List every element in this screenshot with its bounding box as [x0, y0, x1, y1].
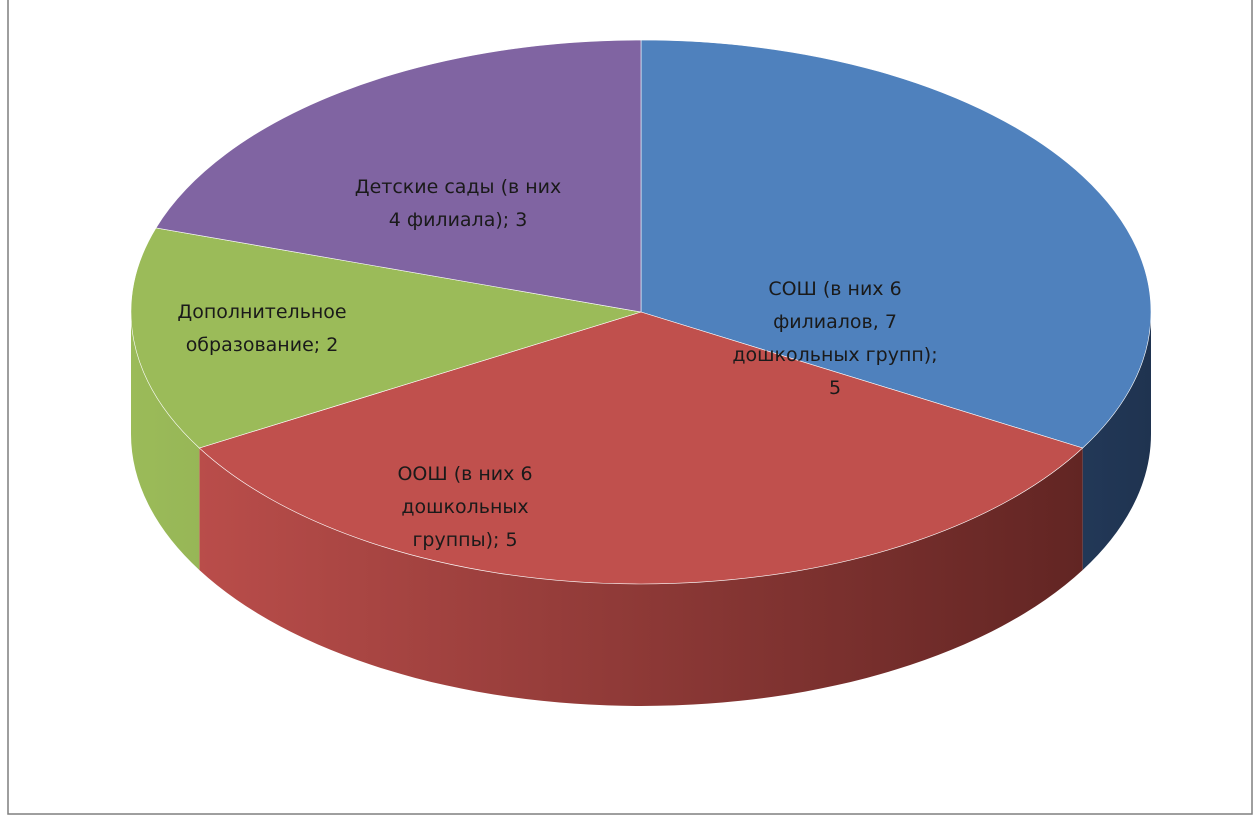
- pie-slice-label-line: Дополнительное: [177, 301, 346, 323]
- pie-slice-label-line: 4 филиала); 3: [389, 209, 528, 231]
- pie-slice-label-line: образование; 2: [186, 334, 339, 356]
- pie-slice-label-line: ООШ (в них 6: [397, 463, 532, 485]
- pie-slice-label-line: филиалов, 7: [773, 311, 897, 333]
- pie-slice-label-line: Детские сады (в них: [355, 176, 562, 198]
- pie-slice-label-line: группы); 5: [412, 529, 517, 551]
- pie-slice-label-line: дошкольных групп);: [732, 344, 937, 366]
- pie-slice-label-1: ООШ (в них 6 дошкольных группы); 5: [397, 463, 532, 551]
- pie-slice-label-line: 5: [829, 377, 841, 399]
- pie-slice-label-line: дошкольных: [401, 496, 528, 518]
- pie-slice-label-line: СОШ (в них 6: [768, 278, 901, 300]
